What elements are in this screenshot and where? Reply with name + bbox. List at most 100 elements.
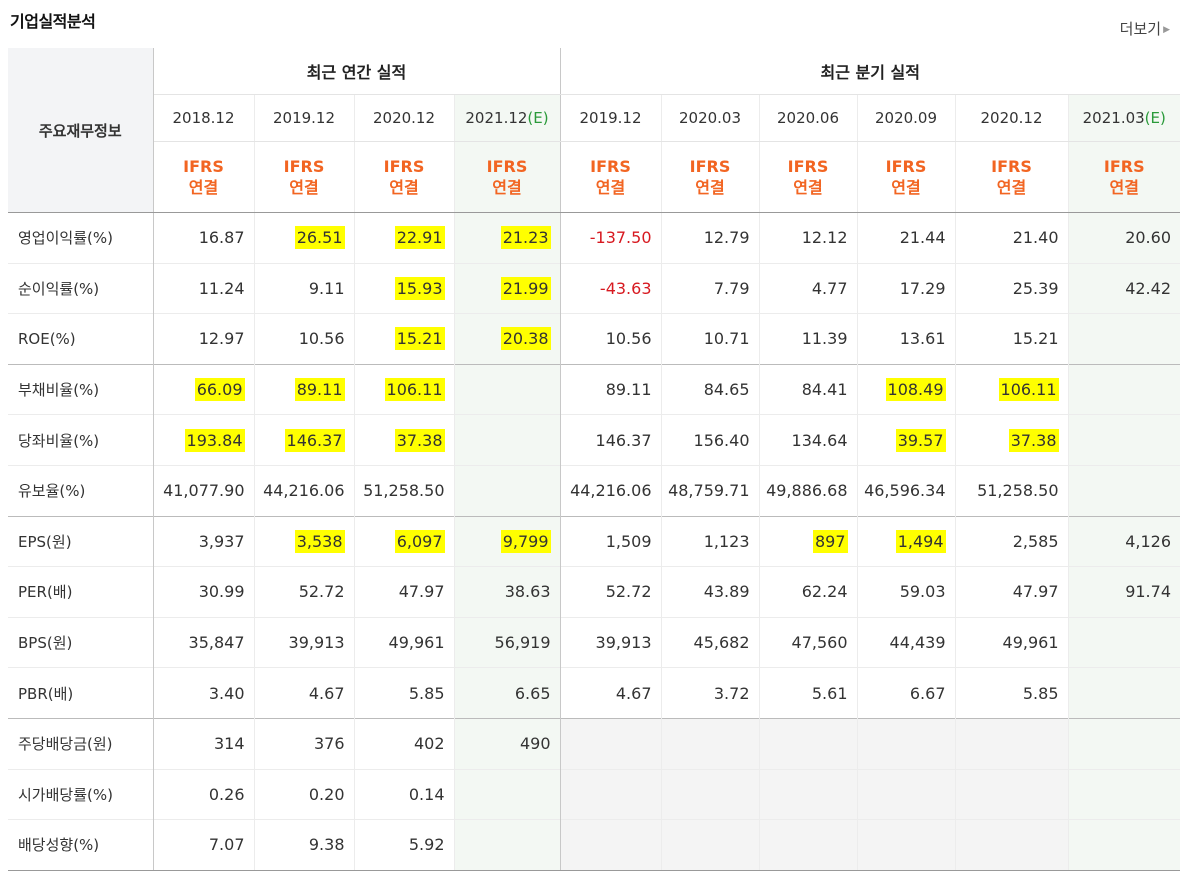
value-text: 30.99 [198,582,245,602]
table-row: 당좌비율(%) 193.84 146.37 37.38 146.37 156.40 134.… [8,414,1180,466]
cell-value: 897 [758,515,857,567]
value-text: 39.57 [895,428,946,452]
table-row: 시가배당률(%) 0.26 0.20 0.14 [8,768,1180,820]
value-text: 48,759.71 [668,481,750,501]
value-text: 39,913 [288,633,345,653]
cell-value: 84.65 [660,363,759,415]
cell-value: 106.11 [954,363,1068,415]
value-text: 38.63 [504,582,551,602]
value-text: 3,538 [294,529,345,553]
cell-value: 91.74 [1067,566,1180,618]
value-text: 11.24 [198,278,245,298]
value-text: 22.91 [394,226,445,250]
value-text: 106.11 [384,378,445,402]
cell-value: 9.38 [253,819,354,871]
cell-value: 46,596.34 [856,464,955,517]
cell-value: 15.21 [954,313,1068,365]
row-label: 부채비율(%) [8,363,154,415]
column-date: 2021.03(E) [1067,94,1180,142]
row-label: PBR(배) [8,667,154,719]
value-text: 16.87 [198,228,245,248]
row-label: 시가배당률(%) [8,768,154,820]
cell-value: 134.64 [758,414,857,466]
cell-value: 6.67 [856,667,955,719]
cell-value: 30.99 [152,566,254,618]
value-text: 376 [313,734,345,754]
cell-value: 41,077.90 [152,464,254,517]
ifrs-label: IFRS 연결 [559,141,661,213]
value-text: 62.24 [801,582,848,602]
value-text: 44,216.06 [570,481,652,501]
cell-value [758,717,857,770]
value-text: 56,919 [494,633,551,653]
cell-value: 5.85 [353,667,454,719]
value-text: 49,961 [1002,633,1059,653]
cell-value: 51,258.50 [353,464,454,517]
cell-value: 25.39 [954,262,1068,314]
cell-value: 314 [152,717,254,770]
value-text: 1,123 [703,531,750,551]
row-label: ROE(%) [8,313,154,365]
cell-value: 21.99 [453,262,560,314]
value-text: 49,961 [388,633,445,653]
cell-value [453,464,560,517]
cell-value: 108.49 [856,363,955,415]
more-link[interactable]: 더보기 ▶ [1120,18,1170,39]
value-text: 20.38 [500,327,551,351]
value-text: 42.42 [1125,278,1171,298]
value-text: 41,077.90 [163,481,245,501]
more-label: 더보기 [1119,20,1162,38]
value-text: 91.74 [1125,582,1171,602]
value-text: 66.09 [194,378,245,402]
value-text: 6.67 [909,683,946,703]
value-text: 4.77 [811,278,848,298]
cell-value: 21.23 [453,212,560,264]
row-label: 배당성향(%) [8,819,154,871]
row-header-label: 주요재무정보 [8,48,154,213]
value-text: 37.38 [1008,428,1059,452]
cell-value: 39,913 [253,616,354,668]
cell-value: 3,538 [253,515,354,567]
value-text: 17.29 [899,278,946,298]
cell-value: 49,961 [353,616,454,668]
value-text: 193.84 [184,428,245,452]
cell-value: 146.37 [253,414,354,466]
cell-value [559,717,661,770]
cell-value: 6,097 [353,515,454,567]
table-row: 주당배당금(원) 314 376 402 490 [8,717,1180,770]
cell-value: 12.79 [660,212,759,264]
value-text: 21.44 [899,228,946,248]
cell-value: 7.79 [660,262,759,314]
cell-value: 59.03 [856,566,955,618]
cell-value [954,717,1068,770]
estimate-mark: (E) [1144,109,1166,127]
value-text: 52.72 [298,582,345,602]
cell-value: 11.24 [152,262,254,314]
cell-value [1067,717,1180,770]
value-text: 44,216.06 [263,481,345,501]
value-text: 2,585 [1012,531,1059,551]
ifrs-bottom: 연결 [996,178,1027,197]
value-text: 10.56 [605,329,652,349]
date-label: 2021.03 [1082,109,1145,127]
cell-value: 193.84 [152,414,254,466]
cell-value [758,819,857,871]
value-text: 106.11 [998,378,1059,402]
cell-value: 146.37 [559,414,661,466]
date-label: 2018.12 [172,109,235,127]
cell-value: 37.38 [954,414,1068,466]
cell-value [856,819,955,871]
table-row: PER(배) 30.99 52.72 47.97 38.63 52.72 43.89 62.2… [8,566,1180,618]
column-date: 2018.12 [152,94,254,142]
date-label: 2020.12 [980,109,1043,127]
cell-value: 47,560 [758,616,857,668]
cell-value [954,819,1068,871]
value-text: 84.41 [801,380,848,400]
value-text: 26.51 [294,226,345,250]
cell-value: 7.07 [152,819,254,871]
column-date: 2021.12(E) [453,94,560,142]
cell-value: 49,886.68 [758,464,857,517]
cell-value: 45,682 [660,616,759,668]
value-text: 39,913 [595,633,652,653]
cell-value: 16.87 [152,212,254,264]
